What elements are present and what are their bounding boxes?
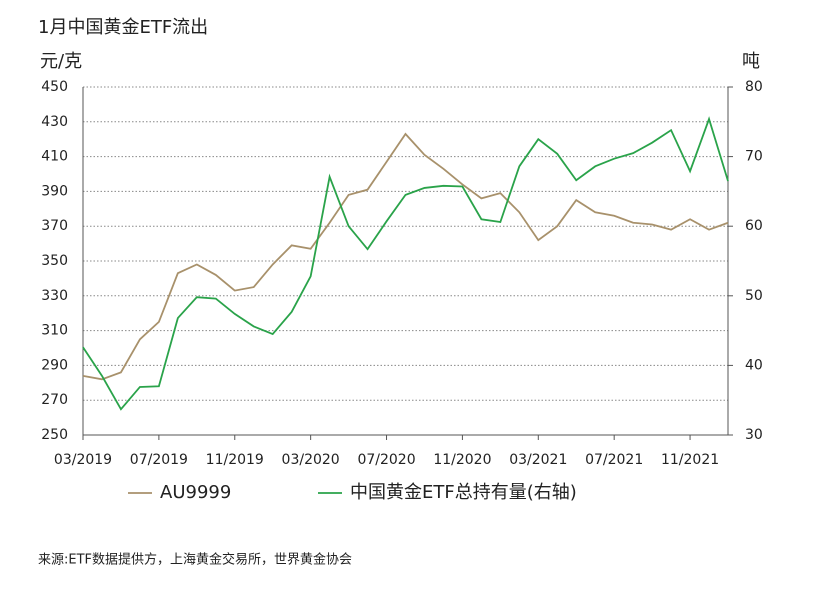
series-line [82,116,729,411]
y2-axis-label: 吨 [742,51,760,72]
x-tick-label: 11/2019 [206,452,264,468]
y2-tick-label: 30 [745,427,763,443]
y-tick-label: 450 [41,79,68,95]
y-axis-label: 元/克 [40,51,82,72]
y2-tick-label: 50 [745,288,763,304]
x-tick-label: 03/2019 [54,452,112,468]
x-tick-label: 03/2021 [509,452,567,468]
y-tick-label: 350 [41,253,68,269]
chart-title: 1月中国黄金ETF流出 [38,17,208,38]
y2-tick-label: 40 [745,357,763,373]
x-tick-label: 07/2019 [130,452,188,468]
legend-label: 中国黄金ETF总持有量(右轴) [350,482,577,503]
y-tick-label: 370 [41,218,68,234]
y-tick-label: 330 [41,288,68,304]
y2-tick-label: 60 [745,218,763,234]
x-tick-label: 03/2020 [282,452,340,468]
series-line [82,132,729,381]
x-tick-label: 11/2021 [661,452,719,468]
x-tick-label: 07/2021 [585,452,643,468]
y-tick-label: 390 [41,183,68,199]
y-tick-label: 410 [41,149,68,165]
y2-tick-label: 70 [745,149,763,165]
y-tick-label: 290 [41,357,68,373]
source-note: 来源:ETF数据提供方，上海黄金交易所，世界黄金协会 [38,552,352,568]
y-tick-label: 270 [41,392,68,408]
legend-label: AU9999 [160,482,231,503]
y-tick-label: 430 [41,114,68,130]
y-tick-label: 250 [41,427,68,443]
y2-tick-label: 80 [745,79,763,95]
x-tick-label: 07/2020 [357,452,415,468]
x-tick-label: 11/2020 [433,452,491,468]
y-tick-label: 310 [41,323,68,339]
